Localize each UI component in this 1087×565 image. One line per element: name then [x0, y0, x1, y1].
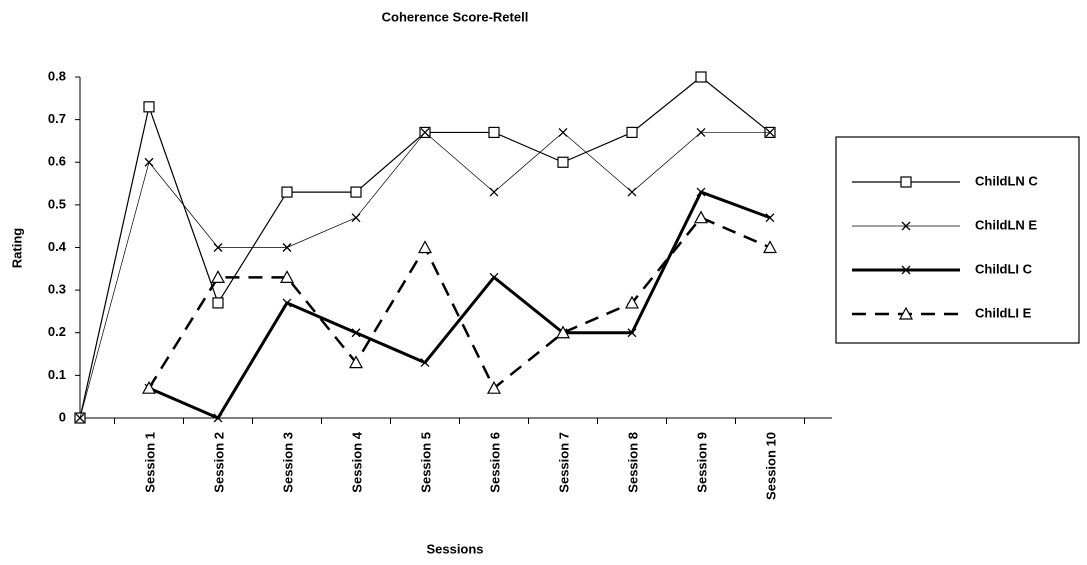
data-point	[693, 210, 709, 224]
legend-marker	[901, 265, 911, 275]
y-tick-label: 0.5	[48, 196, 66, 211]
data-point	[213, 243, 223, 252]
data-point	[417, 240, 433, 254]
data-point	[557, 156, 569, 168]
legend-marker	[900, 176, 912, 188]
data-point	[143, 101, 155, 113]
data-point	[212, 297, 224, 309]
data-point	[348, 355, 364, 369]
data-point	[765, 127, 775, 137]
x-tick-label: Session 6	[487, 432, 502, 493]
data-point	[627, 187, 637, 197]
data-point	[350, 186, 362, 198]
data-point	[75, 413, 85, 423]
data-point	[486, 380, 502, 394]
y-tick-label: 0	[59, 409, 66, 424]
legend-label: ChildLI E	[975, 305, 1032, 320]
x-tick-label: Session 8	[625, 432, 640, 493]
data-point	[624, 295, 640, 309]
data-point	[141, 380, 157, 394]
data-point	[351, 213, 361, 223]
x-tick-label: Session 4	[349, 431, 364, 492]
data-point	[489, 187, 499, 197]
y-tick-label: 0.7	[48, 111, 66, 126]
series-line	[148, 190, 771, 420]
y-tick-label: 0.3	[48, 282, 66, 297]
y-tick-label: 0.8	[48, 68, 66, 83]
data-point	[762, 240, 778, 254]
data-point	[420, 358, 430, 368]
x-tick-label: Session 10	[763, 432, 778, 500]
legend-label: ChildLN C	[975, 173, 1038, 188]
data-point	[282, 243, 292, 252]
x-axis-label: Sessions	[426, 541, 483, 556]
y-tick-label: 0.2	[48, 324, 66, 339]
data-point	[281, 186, 293, 198]
data-point	[420, 127, 430, 137]
data-point	[351, 328, 361, 338]
x-tick-label: Session 1	[142, 432, 157, 493]
series-line	[79, 132, 770, 419]
data-point	[144, 157, 154, 167]
y-tick-label: 0.1	[48, 367, 66, 382]
data-point	[488, 126, 500, 139]
data-point	[696, 187, 706, 197]
chart-title: Coherence Score-Retell	[382, 9, 529, 24]
y-tick-label: 0.6	[48, 154, 66, 169]
legend-label: ChildLI C	[975, 261, 1033, 276]
data-point	[695, 71, 707, 83]
x-tick-label: Session 3	[280, 432, 295, 493]
data-point	[213, 413, 223, 423]
y-tick-label: 0.4	[48, 239, 67, 254]
data-point	[626, 126, 638, 139]
x-tick-label: Session 2	[211, 432, 226, 493]
data-point	[555, 325, 571, 339]
y-axis-label: Rating	[9, 228, 24, 269]
data-point	[696, 127, 706, 137]
x-tick-label: Session 5	[418, 432, 433, 493]
data-point	[282, 298, 292, 308]
series-line	[147, 216, 771, 390]
data-point	[765, 213, 775, 223]
x-tick-label: Session 9	[694, 432, 709, 493]
legend-box	[835, 136, 1080, 344]
legend-label: ChildLN E	[975, 217, 1037, 232]
data-point	[558, 127, 568, 137]
data-point	[279, 270, 295, 283]
data-point	[210, 270, 226, 283]
data-point	[489, 272, 499, 282]
x-tick-label: Session 7	[556, 432, 571, 493]
data-point	[627, 328, 637, 338]
legend-marker	[898, 306, 914, 320]
legend-marker	[901, 221, 911, 231]
